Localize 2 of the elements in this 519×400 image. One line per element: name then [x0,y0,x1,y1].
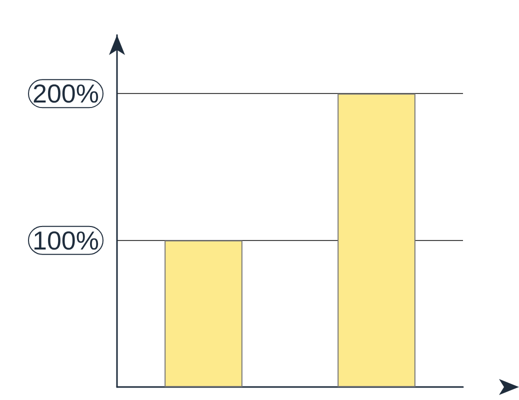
y-tick-label: 100% [32,225,99,256]
y-tick-label: 200% [32,78,99,109]
